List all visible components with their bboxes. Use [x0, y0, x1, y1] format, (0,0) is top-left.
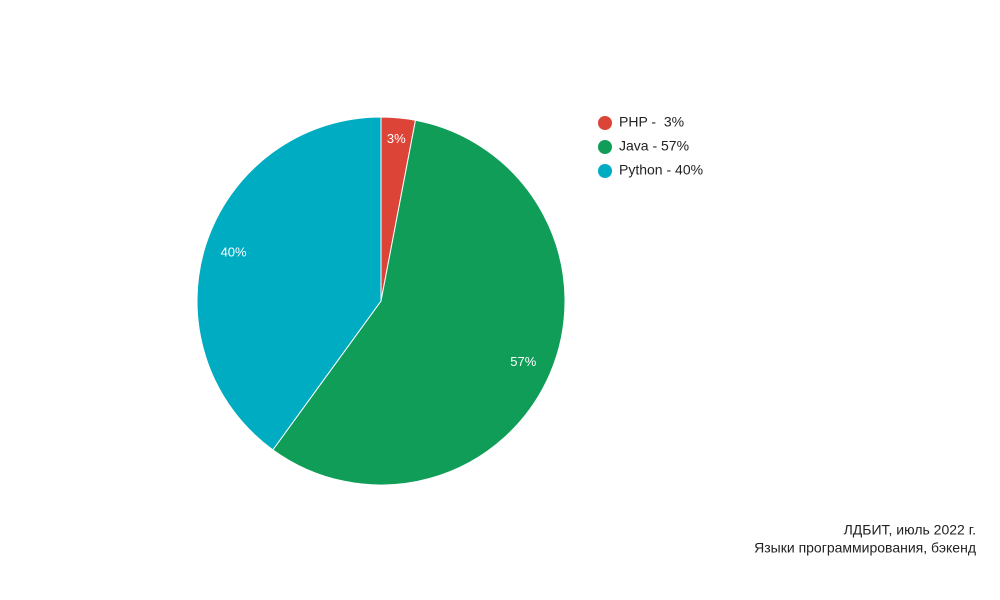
legend-marker	[598, 164, 612, 178]
legend-label: Java - 57%	[619, 138, 689, 154]
pie-slice	[196, 116, 382, 451]
data-label: 3%	[387, 131, 406, 146]
source: ЛДБИТ, июль 2022 г.	[844, 522, 976, 538]
legend-label: PHP - 3%	[619, 114, 684, 130]
legend-label: Python - 40%	[619, 162, 703, 178]
data-label: 57%	[510, 354, 536, 369]
data-label: 40%	[221, 245, 247, 260]
legend-marker	[598, 116, 612, 130]
caption: Языки программирования, бэкенд	[754, 540, 976, 556]
pie-slice	[272, 119, 566, 486]
legend-marker	[598, 140, 612, 154]
